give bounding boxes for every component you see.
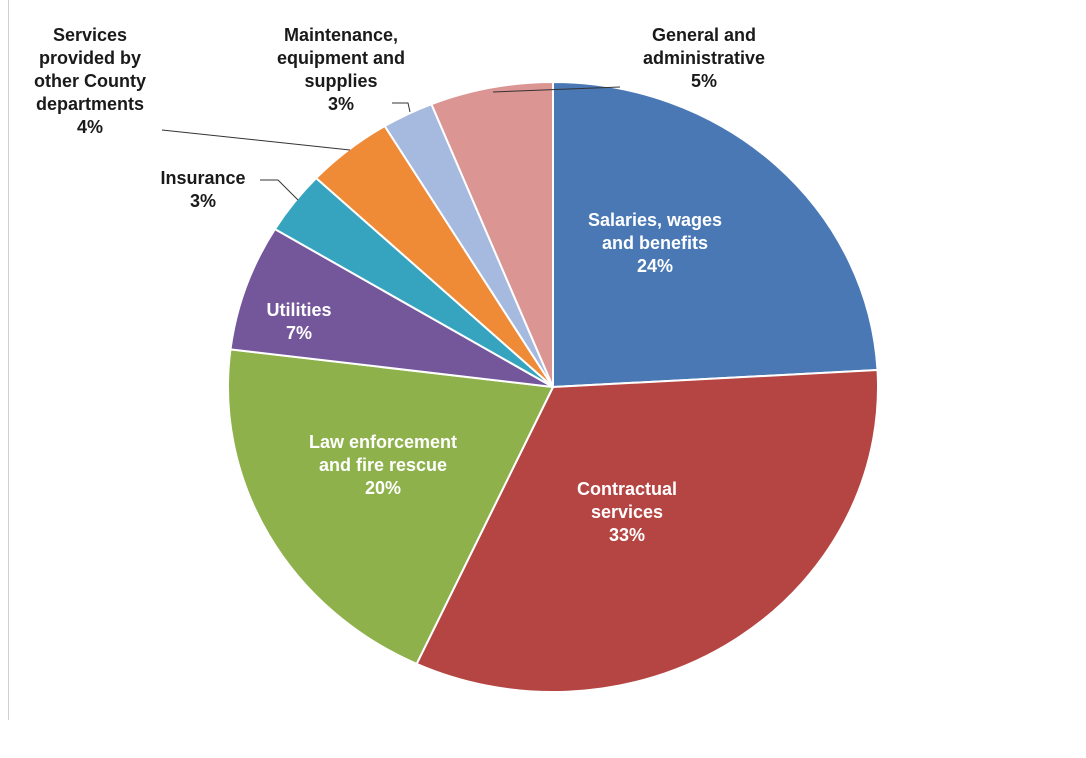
slice-percent-label: 24% (637, 256, 673, 276)
slice-name-label: services (591, 502, 663, 522)
slice-percent-label: 5% (691, 71, 717, 91)
slice-name-label: departments (36, 94, 144, 114)
slice-name-label: administrative (643, 48, 765, 68)
slice-percent-label: 3% (328, 94, 354, 114)
pie-slice (430, 80, 554, 388)
slice-name-label: Maintenance, (284, 25, 398, 45)
slice-percent-label: 3% (190, 191, 216, 211)
slice-name-label: and benefits (602, 233, 708, 253)
slice-name-label: Law enforcement (309, 432, 457, 452)
leader-line (492, 86, 621, 93)
slice-name-label: Salaries, wages (588, 210, 722, 230)
slice-percent-label: 4% (77, 117, 103, 137)
slice-name-label: and fire rescue (319, 455, 447, 475)
slice-name-label: Insurance (160, 168, 245, 188)
slice-name-label: supplies (304, 71, 377, 91)
slice-name-label: General and (652, 25, 756, 45)
pie-slice (415, 368, 879, 693)
left-border-rule (8, 0, 9, 720)
slice-percent-label: 20% (365, 478, 401, 498)
slice-percent-label: 33% (609, 525, 645, 545)
slice-name-label: Contractual (577, 479, 677, 499)
pie-slice (229, 227, 554, 388)
slice-name-label: Utilities (266, 300, 331, 320)
pie-slice (227, 348, 555, 666)
slice-name-label: equipment and (277, 48, 405, 68)
slice-name-label: other County (34, 71, 146, 91)
leader-line (392, 102, 411, 113)
slice-percent-label: 7% (286, 323, 312, 343)
slice-name-label: Services (53, 25, 127, 45)
leader-line (161, 129, 351, 151)
leader-line (260, 179, 299, 201)
slice-name-label: provided by (39, 48, 141, 68)
